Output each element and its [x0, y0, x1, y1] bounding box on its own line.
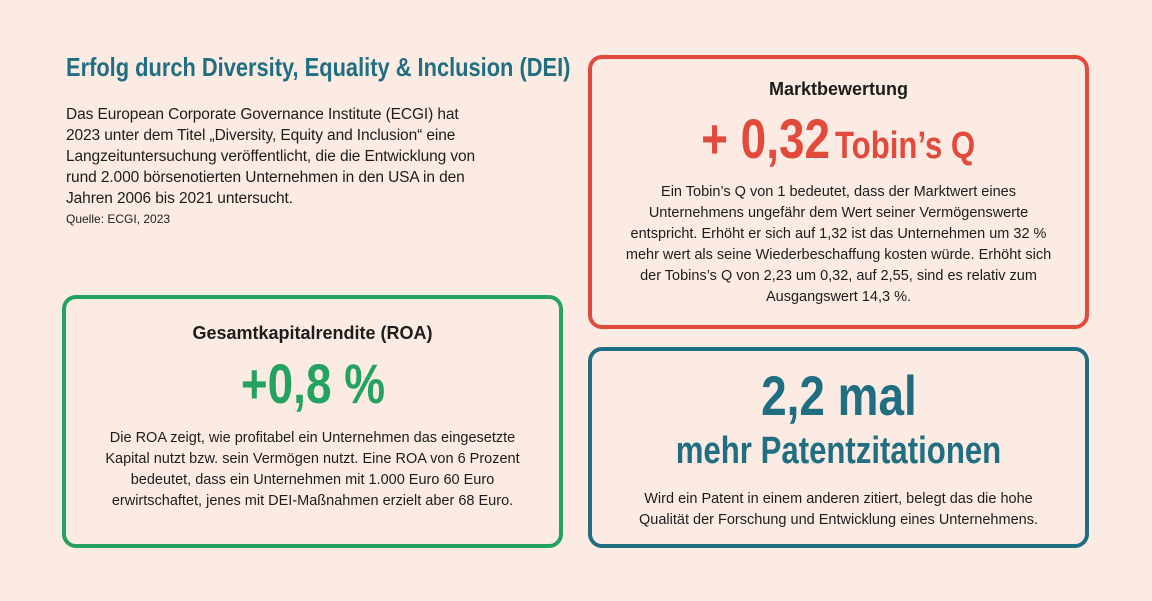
roa-card: Gesamtkapitalrendite (ROA) +0,8 % Die RO…: [62, 295, 563, 548]
page-title: Erfolg durch Diversity, Equality & Inclu…: [66, 52, 571, 82]
patent-card: 2,2 mal mehr Patentzitationen Wird ein P…: [588, 347, 1089, 548]
market-text: Ein Tobin’s Q von 1 bedeutet, dass der M…: [625, 184, 1052, 305]
intro-text: Das European Corporate Governance Instit…: [66, 106, 476, 207]
market-value: + 0,32: [701, 107, 831, 170]
roa-value: +0,8 %: [240, 352, 385, 415]
market-heading: Marktbewertung: [768, 79, 909, 99]
patent-value: 2,2 mal: [760, 364, 917, 427]
patent-text: Wird ein Patent in einem anderen zitiert…: [639, 491, 1038, 528]
market-unit: Tobin’s Q: [835, 125, 976, 167]
source-note: Quelle: ECGI, 2023: [66, 212, 171, 226]
market-stat: + 0,32 Tobin’s Q: [592, 106, 1085, 172]
roa-text: Die ROA zeigt, wie profitabel ein Untern…: [105, 430, 520, 509]
intro-section: Erfolg durch Diversity, Equality & Inclu…: [66, 52, 571, 226]
roa-heading: Gesamtkapitalrendite (ROA): [192, 323, 433, 343]
patent-stat: 2,2 mal: [592, 365, 1085, 427]
patent-subtitle: mehr Patentzitationen: [675, 430, 1002, 472]
patent-subtitle-row: mehr Patentzitationen: [592, 429, 1085, 473]
market-valuation-card: Marktbewertung + 0,32 Tobin’s Q Ein Tobin…: [588, 55, 1089, 329]
roa-stat: +0,8 %: [66, 352, 559, 416]
